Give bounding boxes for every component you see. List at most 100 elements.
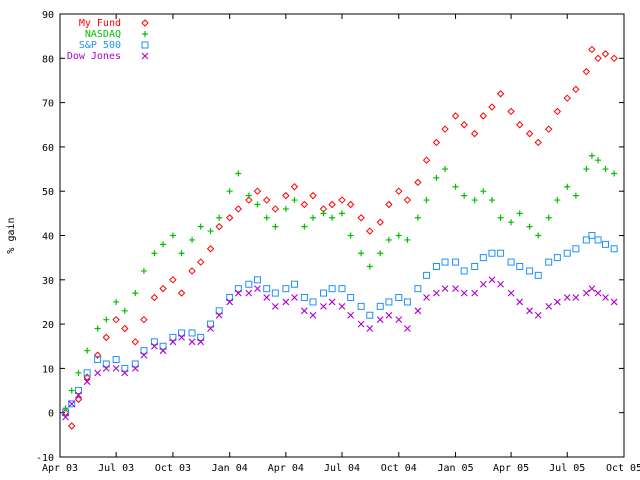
data-point bbox=[83, 369, 91, 377]
data-point bbox=[160, 241, 167, 248]
data-point bbox=[68, 422, 76, 430]
data-point bbox=[150, 338, 158, 346]
y-tick-label: 50 bbox=[42, 187, 54, 198]
data-point bbox=[366, 311, 374, 319]
data-point bbox=[271, 302, 279, 310]
data-point bbox=[451, 112, 460, 120]
data-point bbox=[376, 218, 384, 226]
x-tick-label: Oct 05 bbox=[606, 463, 640, 474]
data-point bbox=[263, 294, 271, 301]
data-point bbox=[471, 263, 479, 271]
data-point bbox=[488, 103, 496, 111]
data-point bbox=[189, 236, 196, 243]
y-tick-label: 60 bbox=[42, 143, 54, 154]
data-point bbox=[282, 285, 290, 293]
data-point bbox=[263, 214, 270, 221]
data-point bbox=[442, 166, 449, 173]
data-point bbox=[282, 191, 290, 200]
data-point bbox=[338, 285, 346, 293]
data-point bbox=[102, 333, 110, 342]
data-point bbox=[553, 254, 561, 262]
data-point bbox=[339, 210, 345, 217]
data-point bbox=[516, 263, 524, 271]
y-tick-label: 30 bbox=[42, 276, 54, 287]
data-point bbox=[534, 138, 542, 147]
data-point bbox=[68, 400, 76, 408]
data-point bbox=[140, 351, 148, 359]
data-point bbox=[595, 157, 602, 164]
data-point bbox=[62, 413, 69, 421]
data-point bbox=[488, 249, 496, 257]
data-point bbox=[433, 174, 440, 181]
data-point bbox=[404, 325, 411, 332]
data-point bbox=[215, 311, 223, 319]
data-point bbox=[602, 294, 609, 301]
data-point bbox=[395, 187, 403, 195]
data-point bbox=[479, 112, 488, 120]
data-point bbox=[563, 94, 571, 102]
data-point bbox=[178, 334, 185, 341]
legend-label: Dow Jones bbox=[67, 51, 121, 62]
data-point bbox=[282, 205, 289, 212]
data-point bbox=[215, 307, 223, 315]
data-point bbox=[159, 342, 167, 350]
data-point bbox=[245, 196, 253, 204]
data-point bbox=[563, 294, 571, 301]
data-point bbox=[460, 267, 468, 275]
data-point bbox=[452, 285, 459, 293]
data-point bbox=[563, 249, 571, 257]
data-point bbox=[309, 214, 316, 221]
data-point bbox=[346, 200, 355, 209]
data-point bbox=[196, 258, 205, 266]
data-point bbox=[588, 45, 596, 54]
data-point bbox=[309, 298, 317, 306]
data-point bbox=[432, 263, 440, 271]
data-point bbox=[84, 347, 91, 354]
data-point bbox=[178, 250, 185, 257]
data-point bbox=[254, 201, 261, 208]
data-point bbox=[62, 405, 69, 412]
data-point bbox=[594, 289, 602, 297]
data-point bbox=[441, 125, 449, 133]
data-point bbox=[423, 197, 430, 204]
data-point bbox=[338, 196, 346, 204]
data-point bbox=[572, 192, 579, 199]
data-point bbox=[433, 289, 440, 297]
data-point bbox=[140, 267, 147, 274]
data-point bbox=[245, 280, 253, 288]
data-point bbox=[377, 250, 384, 257]
data-point bbox=[497, 280, 504, 288]
x-tick-label: Jul 04 bbox=[324, 463, 360, 474]
data-point bbox=[121, 324, 129, 333]
data-point bbox=[197, 223, 204, 230]
data-point bbox=[121, 307, 128, 314]
y-axis: -10 0 10 20 30 40 50 60 70 80 90 bbox=[36, 10, 624, 464]
data-point bbox=[554, 197, 561, 204]
data-point bbox=[300, 294, 308, 302]
data-point bbox=[545, 125, 553, 133]
data-point bbox=[594, 236, 602, 244]
data-point bbox=[357, 214, 365, 222]
data-point bbox=[376, 302, 384, 310]
legend-marker bbox=[141, 52, 149, 60]
data-point bbox=[452, 258, 460, 266]
data-point bbox=[488, 276, 496, 284]
data-point bbox=[159, 284, 167, 293]
data-point bbox=[508, 219, 515, 226]
data-point bbox=[582, 67, 591, 76]
data-point bbox=[83, 378, 91, 386]
data-point bbox=[553, 298, 561, 306]
data-point bbox=[328, 200, 336, 209]
data-point bbox=[470, 129, 479, 138]
data-point bbox=[583, 166, 590, 173]
data-point bbox=[582, 289, 590, 297]
data-point bbox=[347, 294, 355, 302]
legend-marker bbox=[141, 41, 149, 49]
data-point bbox=[245, 192, 252, 199]
x-tick-label: Oct 03 bbox=[155, 463, 191, 474]
data-point bbox=[526, 307, 533, 315]
data-point bbox=[234, 285, 242, 293]
data-point bbox=[94, 369, 102, 377]
data-point bbox=[497, 214, 504, 221]
